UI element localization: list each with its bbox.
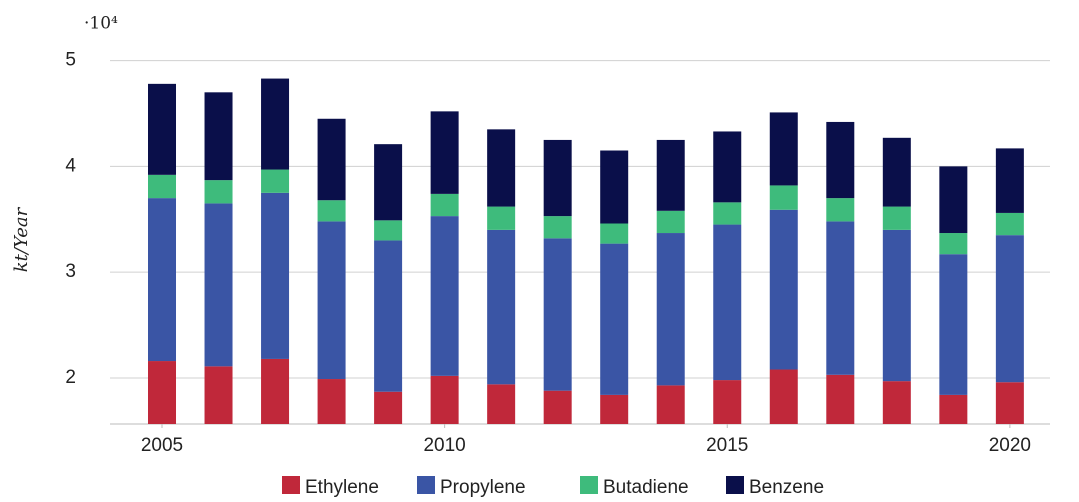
bar-segment — [543, 238, 572, 391]
legend-label: Propylene — [440, 477, 526, 497]
bar-segment — [430, 216, 459, 376]
bar-segment — [939, 233, 968, 255]
bar-segment — [374, 391, 403, 424]
legend-swatch — [417, 476, 435, 494]
bar-segment — [713, 131, 742, 203]
bar-segment — [995, 212, 1024, 236]
bar-segment — [261, 169, 290, 193]
bar-segment — [487, 229, 516, 385]
legend-swatch — [726, 476, 744, 494]
bar-segment — [487, 206, 516, 230]
bar-segment — [882, 229, 911, 382]
bar-segment — [261, 192, 290, 359]
y-tick-label: 5 — [65, 50, 76, 71]
bar-segment — [374, 144, 403, 221]
bar-segment — [317, 118, 346, 201]
bar-segment — [656, 210, 685, 234]
bar-segment — [713, 380, 742, 424]
bar-segment — [487, 129, 516, 207]
bar-segment — [882, 137, 911, 207]
legend-label: Butadiene — [603, 477, 689, 497]
bar-segment — [261, 78, 290, 170]
y-multiplier: ·10⁴ — [84, 14, 118, 34]
bar-segment — [882, 206, 911, 230]
bar-segment — [148, 198, 177, 362]
bar-segment — [204, 366, 233, 424]
bar-segment — [430, 375, 459, 424]
bar-segment — [656, 233, 685, 386]
bar-segment — [713, 224, 742, 381]
y-axis-label: kt/Year — [11, 206, 32, 272]
bar-segment — [826, 198, 855, 222]
bar-segment — [769, 185, 798, 210]
bar-segment — [826, 221, 855, 375]
bar-segment — [995, 382, 1024, 424]
y-tick-label: 4 — [65, 155, 76, 176]
bar-segment — [656, 385, 685, 424]
bar-segment — [600, 223, 629, 244]
legend-label: Benzene — [749, 477, 824, 497]
bar-segment — [148, 83, 177, 175]
bar-segment — [204, 180, 233, 204]
x-tick-label: 2020 — [989, 435, 1031, 456]
bar-segment — [995, 235, 1024, 383]
bar-segment — [995, 148, 1024, 213]
bar-segment — [204, 203, 233, 367]
bar-segment — [487, 384, 516, 424]
bar-segment — [769, 112, 798, 186]
x-tick-label: 2005 — [141, 435, 183, 456]
y-tick-label: 2 — [65, 367, 76, 388]
bar-segment — [430, 193, 459, 217]
bar-segment — [317, 221, 346, 380]
x-tick-label: 2010 — [423, 435, 465, 456]
legend-swatch — [580, 476, 598, 494]
bar-segment — [713, 202, 742, 225]
bar-segment — [317, 200, 346, 222]
bar-segment — [148, 174, 177, 199]
bar-segment — [939, 254, 968, 395]
bar-segment — [430, 111, 459, 194]
bar-segment — [769, 209, 798, 370]
bar-segment — [939, 166, 968, 234]
bar-segment — [600, 394, 629, 424]
bar-segment — [543, 139, 572, 217]
bar-segment — [148, 361, 177, 424]
bar-segment — [261, 358, 290, 424]
bar-segment — [543, 390, 572, 424]
bar-segment — [656, 139, 685, 211]
legend-swatch — [282, 476, 300, 494]
legend-label: Ethylene — [305, 477, 379, 497]
bar-segment — [939, 394, 968, 424]
bar-segment — [600, 243, 629, 395]
bar-segment — [600, 150, 629, 224]
bar-segment — [374, 220, 403, 241]
bar-segment — [826, 374, 855, 424]
bar-segment — [543, 216, 572, 239]
x-tick-label: 2015 — [706, 435, 748, 456]
bar-segment — [769, 369, 798, 424]
bar-segment — [317, 379, 346, 424]
bar-segment — [374, 240, 403, 392]
bar-segment — [204, 92, 233, 181]
y-tick-label: 3 — [65, 261, 76, 282]
bar-segment — [882, 381, 911, 424]
bar-segment — [826, 121, 855, 199]
